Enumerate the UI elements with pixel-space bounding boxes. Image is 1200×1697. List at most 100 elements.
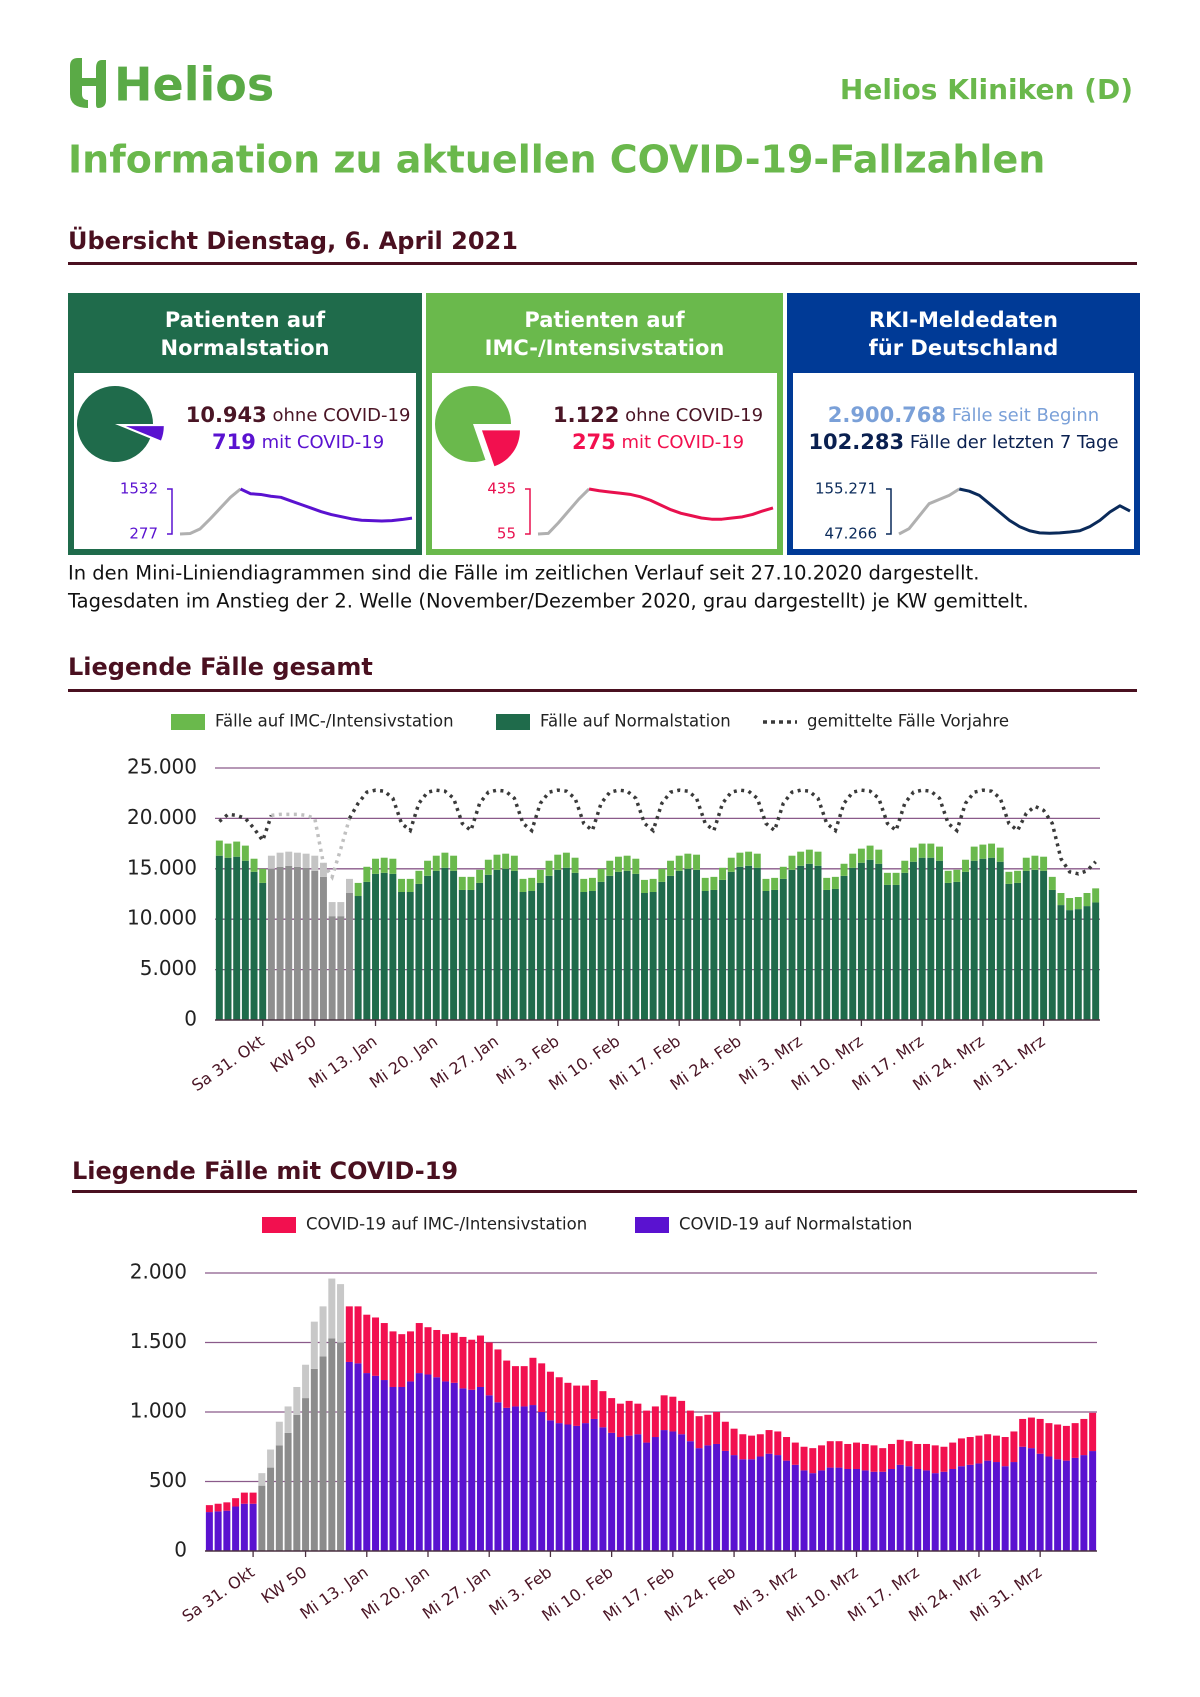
legend-label: gemittelte Fälle Vorjahre — [807, 712, 1009, 731]
bar-segment — [779, 866, 787, 879]
bar-segment — [753, 853, 761, 868]
panel-title: Patienten auf — [524, 308, 685, 332]
panel-title: Normalstation — [161, 336, 330, 360]
bar-segment — [545, 875, 553, 1020]
bar-segment — [345, 1361, 353, 1551]
bar-segment — [800, 1446, 808, 1471]
bar-segment — [240, 1503, 248, 1551]
bar-segment — [909, 861, 917, 1020]
bar-segment — [407, 1381, 415, 1551]
bar-segment — [791, 1442, 799, 1465]
bar-segment — [232, 1498, 240, 1507]
panel-title: Patienten auf — [165, 308, 326, 332]
bar-segment — [905, 1441, 913, 1467]
bar-segment — [328, 1278, 336, 1339]
bar-segment — [949, 1442, 957, 1469]
bar-segment — [826, 1441, 834, 1468]
bar-segment — [783, 1437, 791, 1461]
x-tick-label: Mi 13. Jan — [305, 1031, 380, 1092]
bar-segment — [931, 1473, 939, 1551]
x-tick-label: Sa 31. Okt — [178, 1562, 257, 1626]
bar-segment — [606, 875, 614, 1020]
bar-segment — [302, 1398, 310, 1551]
bar-segment — [503, 1407, 511, 1551]
bar-segment — [580, 891, 588, 1020]
bar-segment — [476, 869, 484, 883]
bar-segment — [849, 867, 857, 1020]
bar-segment — [641, 879, 648, 893]
bar-segment — [966, 1464, 974, 1551]
bar-segment — [415, 883, 423, 1020]
bar-segment — [962, 871, 969, 1020]
bar-segment — [398, 1334, 406, 1387]
x-tick-label: Mi 20. Jan — [366, 1031, 441, 1092]
bar-segment — [727, 857, 735, 872]
bar-segment — [597, 868, 605, 882]
bar-segment — [756, 1456, 764, 1551]
bar-segment — [1062, 1425, 1070, 1461]
sparkline-bracket — [167, 488, 173, 535]
bar-segment — [424, 1374, 432, 1551]
logo-stroke — [96, 60, 106, 108]
bar-segment — [1019, 1446, 1027, 1551]
bar-segment — [293, 1414, 301, 1551]
pie-slice — [435, 385, 511, 462]
bar-segment — [346, 892, 353, 1020]
bar-segment — [424, 875, 432, 1020]
y-tick-label: 25.000 — [127, 755, 197, 779]
bar-segment — [1005, 883, 1013, 1020]
bar-segment — [1054, 1459, 1062, 1551]
bar-segment — [632, 858, 640, 874]
bar-segment — [857, 862, 865, 1020]
bar-segment — [275, 1421, 283, 1446]
bar-segment — [284, 1432, 292, 1551]
bar-segment — [1092, 902, 1100, 1020]
bar-segment — [380, 1323, 388, 1381]
bar-segment — [581, 1423, 589, 1551]
bar-segment — [285, 851, 293, 866]
bar-segment — [432, 870, 440, 1020]
bar-segment — [844, 1443, 852, 1469]
bar-segment — [896, 1439, 904, 1465]
bar-segment — [345, 1306, 353, 1362]
bar-segment — [590, 1380, 598, 1419]
legend-swatch — [635, 1217, 669, 1233]
legend-label: Fälle auf Normalstation — [540, 712, 731, 731]
bar-segment — [571, 872, 579, 1020]
bar-segment — [389, 1331, 397, 1387]
y-tick-label: 10.000 — [127, 906, 197, 930]
bar-segment — [562, 867, 570, 1020]
bar-segment — [406, 878, 414, 892]
stat-number: 10.943 — [186, 403, 267, 427]
bar-segment — [536, 869, 544, 883]
bar-segment — [1066, 910, 1074, 1020]
bar-segment — [380, 1380, 388, 1551]
bar-segment — [1036, 1418, 1044, 1454]
bar-segment — [883, 884, 891, 1020]
bar-segment — [1031, 855, 1039, 870]
sparkline-muted — [537, 487, 591, 536]
bar-segment — [1048, 889, 1056, 1020]
line-series — [271, 812, 352, 881]
bar-segment — [918, 843, 926, 858]
bar-segment — [223, 1510, 231, 1551]
x-tick-label: KW 50 — [267, 1031, 320, 1076]
bar-segment — [922, 1443, 930, 1471]
bar-segment — [354, 882, 362, 897]
x-tick-label: Mi 13. Jan — [296, 1562, 371, 1623]
bar-segment — [337, 902, 345, 917]
bar-segment — [818, 1470, 826, 1551]
bar-segment — [684, 868, 692, 1020]
bar-segment — [441, 852, 449, 868]
bar-segment — [363, 881, 371, 1020]
stat-line: 102.283 Fälle der letzten 7 Tage — [808, 430, 1118, 454]
panel-title: RKI-Meldedaten — [869, 308, 1058, 332]
bar-segment — [762, 878, 770, 891]
bar-segment — [835, 1441, 843, 1468]
stat-line: 275 mit COVID-19 — [572, 430, 744, 454]
panel-body — [793, 373, 1134, 549]
bar-segment — [476, 1386, 484, 1551]
bar-segment — [984, 1434, 992, 1461]
bar-segment — [844, 1468, 852, 1551]
bar-segment — [293, 852, 301, 867]
